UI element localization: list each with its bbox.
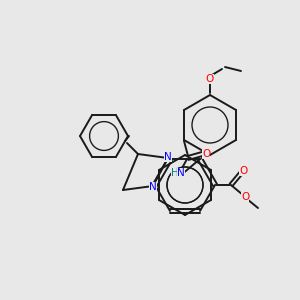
Text: O: O — [202, 149, 210, 159]
Text: N: N — [149, 182, 157, 192]
Text: O: O — [239, 166, 247, 176]
Text: N: N — [177, 168, 185, 178]
Text: O: O — [241, 192, 249, 202]
Text: H: H — [171, 168, 179, 178]
Text: O: O — [206, 74, 214, 84]
Text: N: N — [164, 152, 172, 162]
